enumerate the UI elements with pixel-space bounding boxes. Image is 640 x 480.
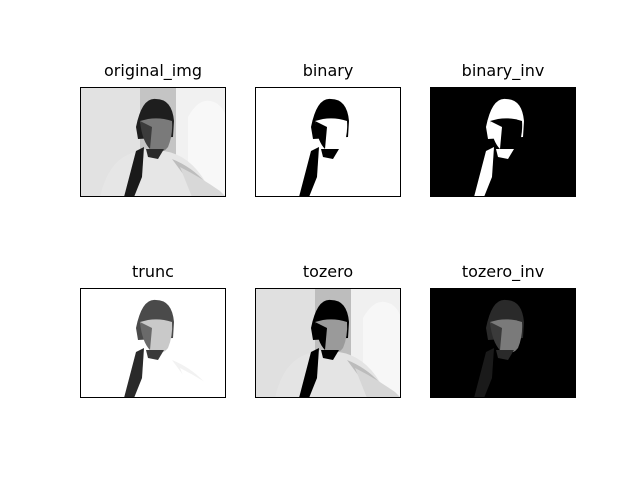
arm xyxy=(355,167,401,197)
panel-title: tozero_inv xyxy=(461,262,545,281)
panel-trunc: trunc xyxy=(80,262,226,398)
arm xyxy=(180,167,226,197)
panel-title: binary xyxy=(302,61,354,80)
tozero-image xyxy=(255,288,401,398)
tie xyxy=(124,348,144,398)
arm xyxy=(180,368,226,398)
face-shadow xyxy=(315,322,327,350)
panel-tozero: tozero xyxy=(255,262,401,398)
binary-image xyxy=(255,87,401,197)
arm xyxy=(530,368,576,398)
tie xyxy=(474,147,494,197)
tie xyxy=(299,348,319,398)
collar xyxy=(146,149,164,159)
tie xyxy=(124,147,144,197)
panel-original-img: original_img xyxy=(80,61,226,197)
panel-title: tozero xyxy=(302,262,354,281)
face-shadow xyxy=(490,322,502,350)
panel-binary-inv: binary_inv xyxy=(430,61,576,197)
binary-inv-image xyxy=(430,87,576,197)
collar xyxy=(321,149,339,159)
collar xyxy=(321,350,339,360)
tie xyxy=(299,147,319,197)
face-shadow xyxy=(315,121,327,149)
panel-title: binary_inv xyxy=(461,61,545,80)
panel-binary: binary xyxy=(255,61,401,197)
collar xyxy=(496,350,514,360)
collar xyxy=(146,350,164,360)
original-image xyxy=(80,87,226,197)
tie xyxy=(474,348,494,398)
arm xyxy=(355,368,401,398)
trunc-image xyxy=(80,288,226,398)
panel-title: original_img xyxy=(104,61,202,80)
face-shadow xyxy=(140,121,152,149)
panel-title: trunc xyxy=(132,262,174,281)
panel-tozero-inv: tozero_inv xyxy=(430,262,576,398)
arm xyxy=(530,167,576,197)
collar xyxy=(496,149,514,159)
face-shadow xyxy=(140,322,152,350)
tozero-inv-image xyxy=(430,288,576,398)
face-shadow xyxy=(490,121,502,149)
